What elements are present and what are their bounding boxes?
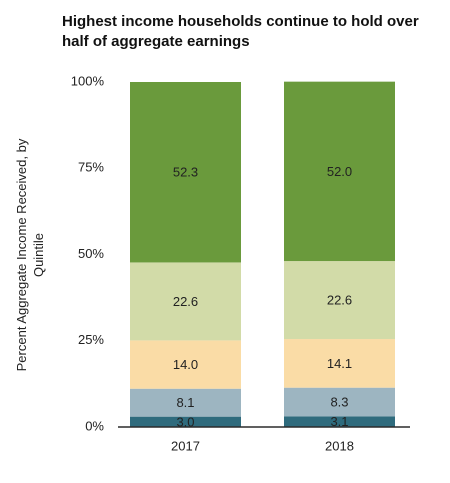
value-label: 52.0	[327, 164, 352, 179]
bar-segment	[284, 416, 395, 427]
value-label: 22.6	[173, 294, 198, 309]
chart-title: Highest income households continue to ho…	[62, 13, 419, 50]
y-tick-label: 50%	[78, 246, 104, 261]
value-label: 8.1	[176, 395, 194, 410]
y-tick-label: 100%	[71, 73, 105, 88]
bar-segment	[130, 262, 241, 341]
value-label: 3.0	[176, 414, 194, 429]
value-label: 3.1	[330, 414, 348, 429]
bar-segment	[284, 387, 395, 417]
y-tick-label: 25%	[78, 332, 104, 347]
y-tick-label: 0%	[85, 418, 104, 433]
bar-segment	[130, 340, 241, 389]
value-label: 14.0	[173, 357, 198, 372]
bar-segment	[284, 261, 395, 340]
value-label: 8.3	[330, 394, 348, 409]
x-tick-label: 2018	[325, 438, 354, 453]
bar-segment	[130, 416, 241, 427]
value-label: 22.6	[327, 292, 352, 307]
bar-segment	[284, 81, 395, 262]
bar-segment	[130, 82, 241, 263]
value-label: 52.3	[173, 165, 198, 180]
x-tick-label: 2017	[171, 438, 200, 453]
bar-segment	[130, 388, 241, 417]
value-label: 14.1	[327, 356, 352, 371]
y-tick-label: 75%	[78, 160, 104, 175]
bar-segment	[284, 339, 395, 388]
